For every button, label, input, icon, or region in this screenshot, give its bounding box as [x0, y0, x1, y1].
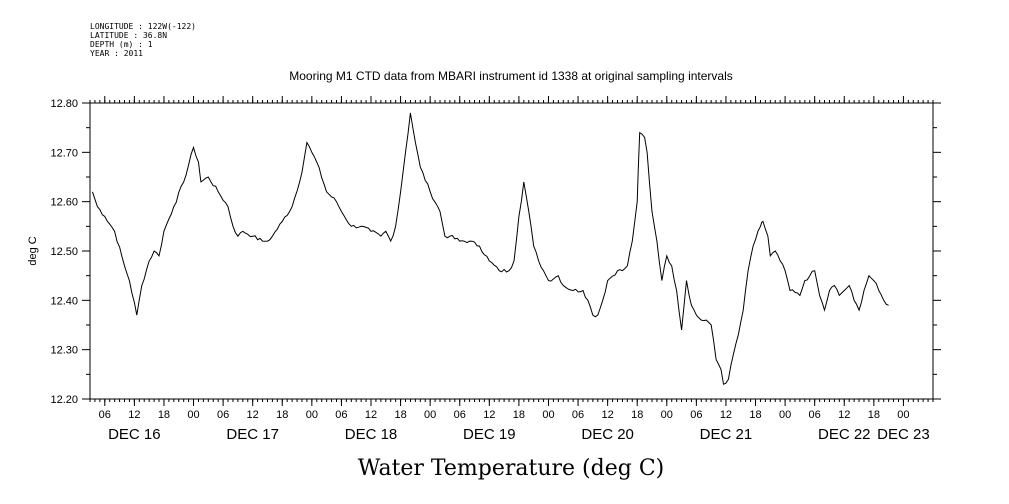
hour-tick-label: 06 [809, 409, 821, 421]
hour-tick-label: 12 [838, 409, 850, 421]
hour-tick-label: 06 [99, 409, 111, 421]
day-label: DEC 19 [463, 426, 516, 443]
y-axis-title: deg C [27, 236, 39, 265]
y-axis: 12.20 12.30 12.40 12.50 12.60 12.70 12.80 [50, 98, 941, 406]
hour-tick-label: 12 [247, 409, 259, 421]
hour-tick-label: 18 [394, 409, 406, 421]
hour-tick-label: 12 [128, 409, 140, 421]
y-tick-label: 12.80 [50, 98, 78, 110]
day-label: DEC 20 [581, 426, 634, 443]
hour-tick-label: 00 [779, 409, 791, 421]
hour-tick-label: 06 [690, 409, 702, 421]
hour-tick-label: 06 [335, 409, 347, 421]
hour-tick-label: 18 [276, 409, 288, 421]
chart-title: Mooring M1 CTD data from MBARI instrumen… [289, 69, 733, 83]
longitude-label: LONGITUDE : 122W(-122) [90, 22, 196, 31]
hour-tick-label: 12 [483, 409, 495, 421]
hour-tick-label: 06 [572, 409, 584, 421]
hour-tick-label: 00 [306, 409, 318, 421]
y-tick-label: 12.60 [50, 197, 78, 209]
hour-tick-label: 00 [187, 409, 199, 421]
y-tick-label: 12.40 [50, 295, 78, 307]
depth-label: DEPTH (m) : 1 [90, 40, 153, 49]
day-label: DEC 16 [108, 426, 161, 443]
hour-tick-label: 18 [513, 409, 525, 421]
y-tick-label: 12.30 [50, 345, 78, 357]
hour-tick-label: 18 [158, 409, 170, 421]
hour-tick-label: 06 [454, 409, 466, 421]
hour-tick-label: 12 [720, 409, 732, 421]
hour-tick-label: 18 [631, 409, 643, 421]
day-label: DEC 17 [226, 426, 279, 443]
hour-tick-label: 00 [424, 409, 436, 421]
hour-tick-label: 18 [868, 409, 880, 421]
hour-tick-label: 12 [365, 409, 377, 421]
minor-ticks [89, 100, 934, 402]
day-label: DEC 23 [877, 426, 930, 443]
day-label: DEC 18 [345, 426, 398, 443]
hour-tick-label: 00 [897, 409, 909, 421]
day-axis: DEC 16 DEC 17 DEC 18 DEC 19 DEC 20 DEC 21 DEC … [108, 426, 930, 443]
hour-tick-label: 18 [749, 409, 761, 421]
hour-tick-label: 00 [661, 409, 673, 421]
series-line-water-temperature [92, 112, 889, 385]
hour-tick-label: 00 [542, 409, 554, 421]
hour-tick-label: 06 [217, 409, 229, 421]
day-label: DEC 22 [818, 426, 871, 443]
x-axis: 06 12 18 00 06 12 18 00 06 12 18 00 06 12 18 00 06 12 18 00… [99, 96, 910, 421]
y-tick-label: 12.20 [50, 394, 78, 406]
day-label: DEC 21 [700, 426, 753, 443]
x-axis-title: Water Temperature (deg C) [358, 456, 665, 481]
y-tick-label: 12.70 [50, 147, 78, 159]
hour-tick-label: 12 [602, 409, 614, 421]
plot-frame [89, 102, 934, 400]
latitude-label: LATITUDE : 36.8N [90, 31, 168, 40]
y-tick-label: 12.50 [50, 246, 78, 258]
year-label: YEAR : 2011 [90, 49, 143, 58]
